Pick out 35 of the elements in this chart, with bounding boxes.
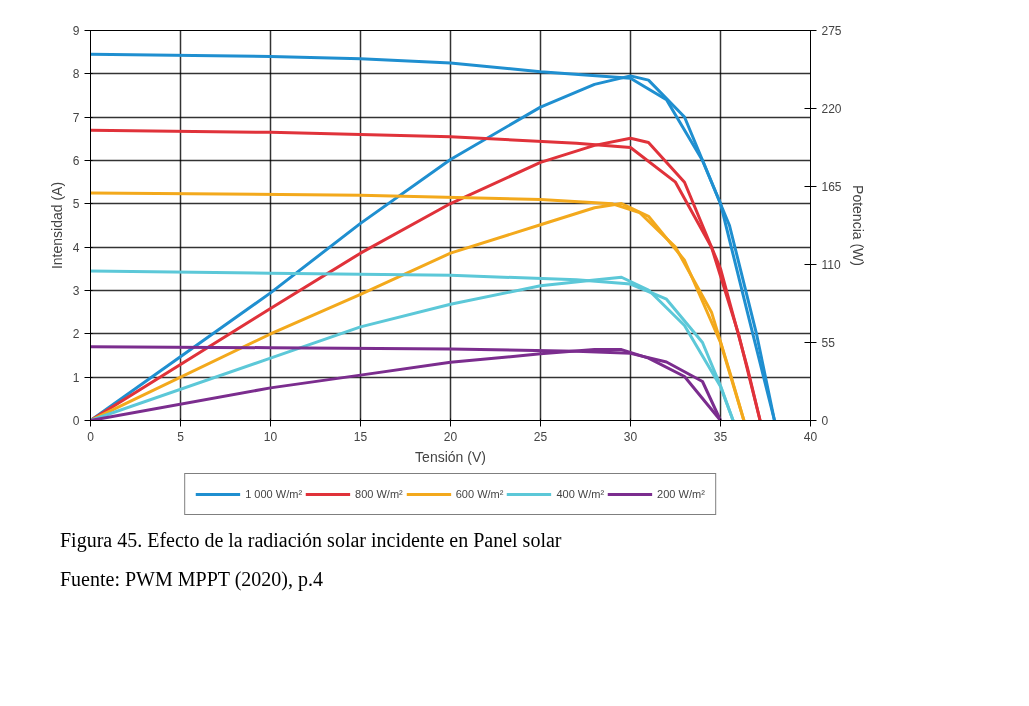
y-tick-label: 0 [72,414,80,428]
y-tick-label: 3 [72,284,80,298]
y-tick-label: 6 [72,154,80,168]
y-tick-label: 8 [72,67,80,82]
x-tick-label: 25 [533,429,548,444]
y-tick-label: 5 [72,197,80,212]
y2-tick-label: 0 [821,414,829,428]
legend-label: 600 W/m² [455,488,504,500]
y-tick-label: 4 [72,240,80,255]
x-tick-label: 10 [263,429,278,444]
y2-tick-label: 165 [821,180,842,194]
legend-label: 400 W/m² [556,488,605,500]
y-tick-label: 9 [72,24,80,38]
x-tick-label: 0 [87,429,95,444]
y-tick-label: 7 [72,110,80,125]
text: Figura 45. Efecto de la radiación solar incidente en Panel solar [60,528,562,554]
x-tick-label: 15 [353,429,368,444]
y2-tick-label: 220 [821,102,842,116]
x-tick-label: 30 [623,429,638,444]
legend-label: 1 000 W/m² [245,488,303,500]
x-tick-label: 5 [177,429,185,444]
x-tick-label: 40 [803,429,818,444]
source-note: Fuente: PWM MPPT (2020), p.4 [60,566,323,593]
y-axis-title: Intensidad (A) [48,181,65,270]
y-tick-label: 1 [72,370,80,385]
x-axis-title: Tensión (V) [415,448,486,465]
y2-axis-title: Potencia (W) [849,185,866,266]
y2-tick-label: 55 [821,336,836,350]
x-tick-label: 35 [713,429,728,444]
y-tick-label: 2 [72,327,80,342]
legend-label: 800 W/m² [355,488,403,500]
y2-tick-label: 275 [821,24,842,38]
x-tick-label: 20 [443,429,458,444]
y2-tick-label: 110 [821,258,841,272]
legend-label: 200 W/m² [657,488,705,500]
